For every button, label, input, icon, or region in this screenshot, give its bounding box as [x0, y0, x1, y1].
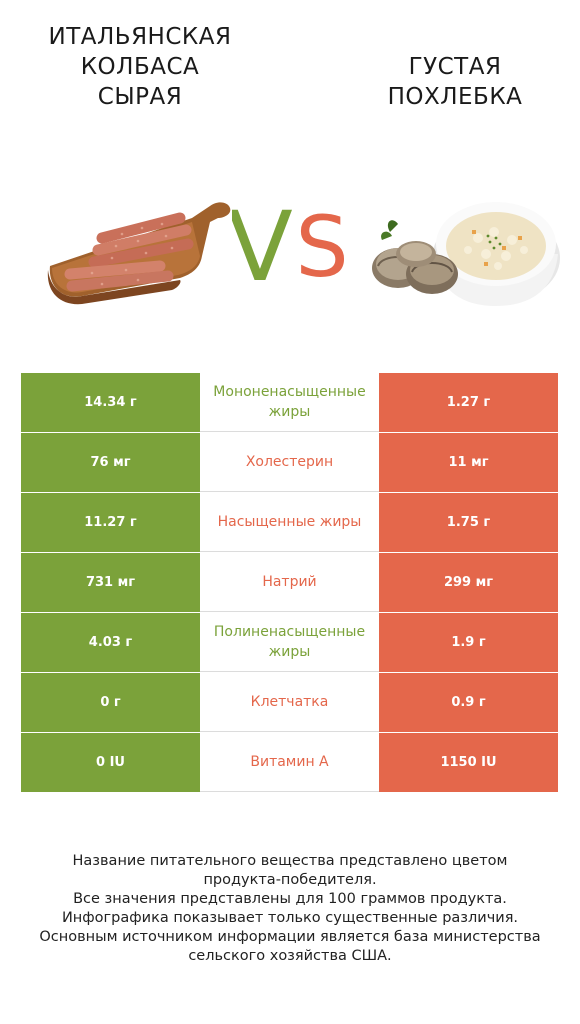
footnote-line: сельского хозяйства США. [188, 948, 392, 964]
sausage-image [47, 202, 231, 305]
left-value: 0 IU [21, 733, 200, 792]
right-value: 1.75 г [379, 493, 558, 552]
left-product-title: ИТАЛЬЯНСКАЯ КОЛБАСА СЫРАЯ [10, 22, 270, 112]
right-product-title: ГУСТАЯ ПОХЛЕБКА [325, 52, 580, 112]
left-value: 731 мг [21, 553, 200, 612]
footnote-line: Все значения представлены для 100 граммо… [73, 891, 507, 907]
table-row: 11.27 г Насыщенные жиры 1.75 г [21, 493, 558, 553]
right-value: 0.9 г [379, 673, 558, 732]
left-title-line: ИТАЛЬЯНСКАЯ [48, 24, 232, 50]
left-value: 14.34 г [21, 373, 200, 432]
table-row: 731 мг Натрий 299 мг [21, 553, 558, 613]
table-row: 76 мг Холестерин 11 мг [21, 433, 558, 493]
footnote-line: продукта-победителя. [203, 872, 377, 888]
nutrient-label: Мононенасыщенные жиры [200, 373, 379, 432]
right-value: 11 мг [379, 433, 558, 492]
vs-label: V S [232, 196, 349, 288]
footnote-line: Основным источником информации является … [39, 929, 541, 945]
right-value: 299 мг [379, 553, 558, 612]
table-row: 4.03 г Полиненасыщенные жиры 1.9 г [21, 613, 558, 673]
right-title-line: ГУСТАЯ [408, 54, 502, 80]
left-value: 4.03 г [21, 613, 200, 672]
left-value: 11.27 г [21, 493, 200, 552]
chowder-image [372, 202, 560, 306]
nutrient-label: Витамин A [200, 733, 379, 792]
table-row: 0 IU Витамин A 1150 IU [21, 733, 558, 793]
left-title-line: КОЛБАСА [80, 54, 200, 80]
nutrient-label: Полиненасыщенные жиры [200, 613, 379, 672]
left-value: 76 мг [21, 433, 200, 492]
vs-s-letter: S [295, 198, 348, 288]
comparison-table: 14.34 г Мононенасыщенные жиры 1.27 г 76 … [21, 373, 558, 793]
table-row: 14.34 г Мононенасыщенные жиры 1.27 г [21, 373, 558, 433]
footnote-line: Инфографика показывает только существенн… [61, 910, 519, 926]
right-value: 1150 IU [379, 733, 558, 792]
nutrient-label: Холестерин [200, 433, 379, 492]
nutrient-label: Клетчатка [200, 673, 379, 732]
left-value: 0 г [21, 673, 200, 732]
nutrient-label: Насыщенные жиры [200, 493, 379, 552]
right-value: 1.9 г [379, 613, 558, 672]
nutrient-label: Натрий [200, 553, 379, 612]
footnote: Название питательного вещества представл… [10, 852, 570, 966]
vs-v-letter: V [232, 196, 293, 288]
table-row: 0 г Клетчатка 0.9 г [21, 673, 558, 733]
right-title-line: ПОХЛЕБКА [387, 84, 523, 110]
right-value: 1.27 г [379, 373, 558, 432]
footnote-line: Название питательного вещества представл… [72, 853, 508, 869]
left-title-line: СЫРАЯ [97, 84, 183, 110]
